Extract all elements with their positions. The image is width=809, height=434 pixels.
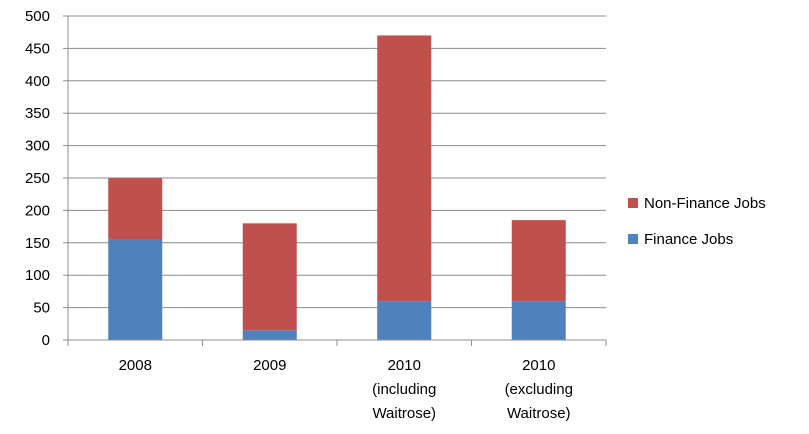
x-category-label: 2010 (388, 357, 421, 374)
x-category-label: 2010 (522, 357, 555, 374)
y-tick-label: 0 (42, 332, 50, 349)
x-category-label: (including (372, 381, 436, 398)
y-tick-label: 250 (25, 170, 50, 187)
bars (108, 35, 566, 340)
bar-non-finance-3 (511, 220, 566, 302)
bar-finance-0 (108, 239, 163, 340)
y-tick-label: 500 (25, 8, 50, 25)
legend-swatch-non-finance (628, 198, 638, 208)
x-category-label: (excluding (505, 381, 573, 398)
y-tick-label: 450 (25, 40, 50, 57)
y-tick-labels: 0 50 100 150 200 250 300 350 400 450 500 (25, 8, 50, 349)
bar-finance-3 (511, 301, 566, 340)
bar-non-finance-0 (108, 178, 163, 240)
x-category-labels: 2008 2009 2010 (including Waitrose) 2010 (excl… (119, 357, 573, 422)
y-tick-label: 200 (25, 202, 50, 219)
bar-non-finance-2 (377, 35, 432, 302)
axes (63, 15, 607, 346)
x-category-label: Waitrose) (507, 405, 571, 422)
y-tick-label: 400 (25, 73, 50, 90)
y-tick-label: 300 (25, 138, 50, 155)
legend-swatch-finance (628, 234, 638, 244)
x-category-label: 2008 (119, 357, 152, 374)
legend-label-non-finance: Non-Finance Jobs (644, 194, 766, 212)
bar-finance-1 (242, 330, 297, 340)
y-tick-label: 100 (25, 267, 50, 284)
legend-label-finance: Finance Jobs (644, 230, 734, 248)
y-tick-label: 350 (25, 105, 50, 122)
bar-finance-2 (377, 301, 432, 340)
x-category-label: Waitrose) (372, 405, 436, 422)
x-category-label: 2009 (253, 357, 286, 374)
y-tick-label: 50 (33, 300, 50, 317)
legend-item-finance: Finance Jobs (628, 228, 766, 250)
y-tick-label: 150 (25, 235, 50, 252)
bar-non-finance-1 (242, 223, 297, 331)
legend-item-non-finance: Non-Finance Jobs (628, 192, 766, 214)
legend: Non-Finance Jobs Finance Jobs (628, 192, 766, 264)
